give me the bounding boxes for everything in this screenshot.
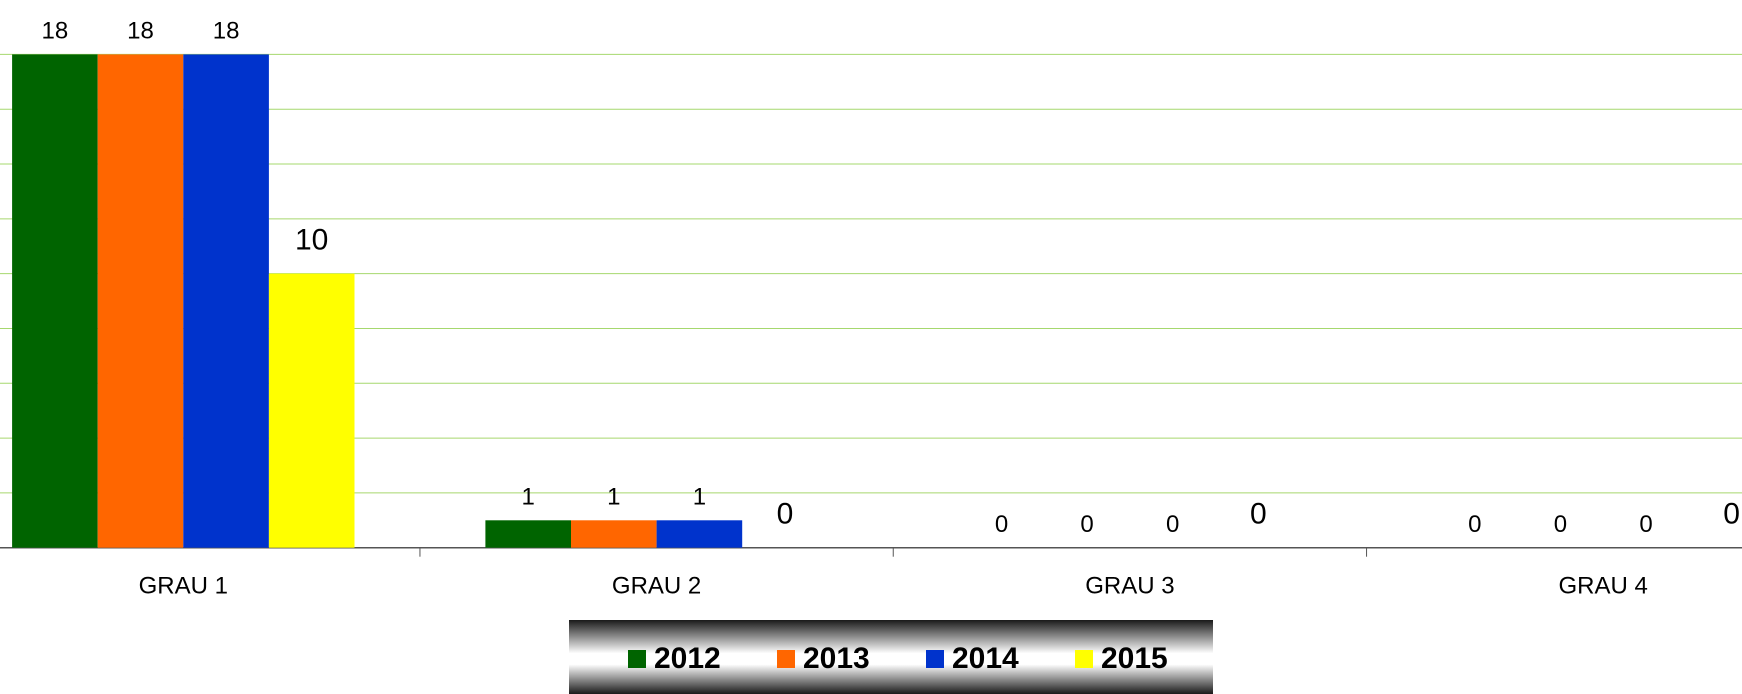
value-label: 18 — [213, 18, 240, 45]
value-label: 0 — [1468, 511, 1481, 538]
value-label: 0 — [1723, 498, 1740, 531]
value-label: 0 — [1080, 511, 1093, 538]
x-tick-label: GRAU 1 — [139, 572, 228, 599]
value-label: 1 — [607, 484, 620, 511]
x-tick-label: GRAU 4 — [1559, 572, 1648, 599]
legend-label: 2015 — [1101, 642, 1168, 675]
x-tick-label: GRAU 2 — [612, 572, 701, 599]
legend-label: 2014 — [952, 642, 1019, 675]
bar — [571, 520, 657, 548]
legend-swatch — [777, 650, 795, 668]
value-label: 18 — [42, 18, 69, 45]
bar — [183, 54, 269, 548]
legend-swatch — [926, 650, 944, 668]
bar — [656, 520, 743, 548]
bar — [97, 54, 184, 548]
legend-label: 2013 — [803, 642, 870, 675]
value-label: 1 — [522, 484, 535, 511]
value-label: 0 — [995, 511, 1008, 538]
value-label: 0 — [1250, 498, 1267, 531]
value-label: 1 — [693, 484, 706, 511]
value-label: 0 — [1639, 511, 1652, 538]
value-label: 10 — [295, 224, 328, 257]
x-tick-label: GRAU 3 — [1085, 572, 1174, 599]
legend-swatch — [628, 650, 646, 668]
bar — [485, 520, 571, 548]
legend-swatch — [1075, 650, 1093, 668]
bar — [12, 54, 98, 548]
value-label: 0 — [1166, 511, 1179, 538]
value-label: 18 — [127, 18, 154, 45]
legend-box — [569, 620, 1213, 694]
value-label: 0 — [777, 498, 794, 531]
bar — [268, 273, 355, 548]
legend-label: 2012 — [654, 642, 721, 675]
value-label: 0 — [1554, 511, 1567, 538]
